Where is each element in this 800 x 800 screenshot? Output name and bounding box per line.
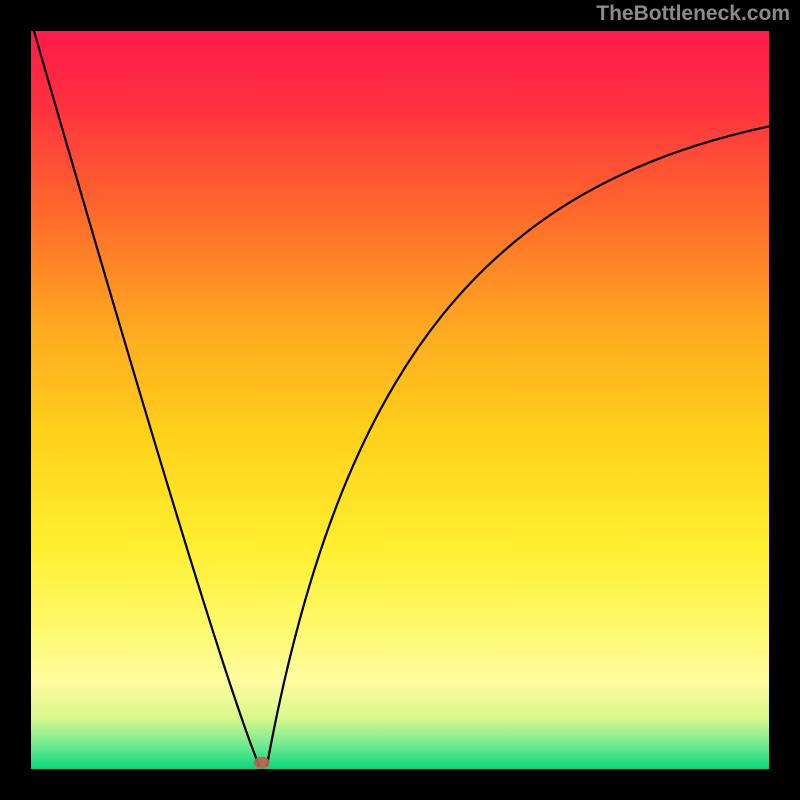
chart-frame: TheBottleneck.com (0, 0, 800, 800)
minimum-marker (254, 757, 270, 769)
bottleneck-chart (0, 0, 800, 800)
watermark-text: TheBottleneck.com (596, 2, 790, 26)
